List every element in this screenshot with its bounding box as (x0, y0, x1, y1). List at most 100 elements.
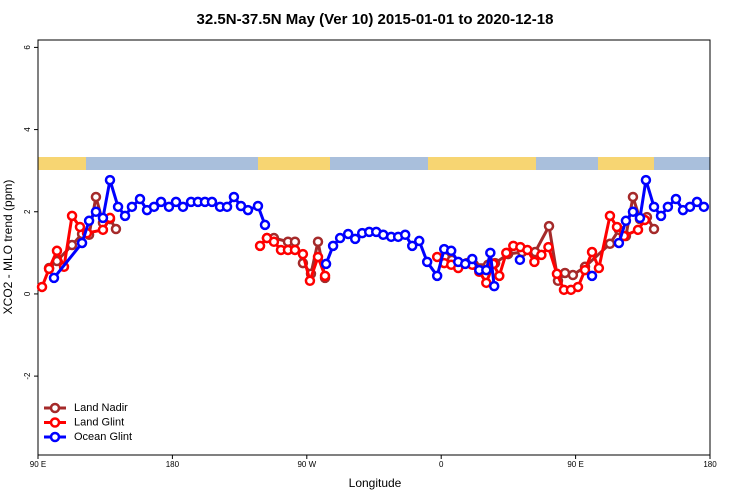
data-point (259, 219, 271, 231)
data-point (467, 253, 478, 265)
data-point (206, 196, 218, 208)
x-tick-label: 90 E (30, 460, 46, 469)
data-point (445, 245, 457, 257)
data-point (289, 244, 301, 256)
data-point (97, 212, 109, 224)
y-tick-label: 0 (23, 291, 32, 296)
data-point (488, 280, 500, 292)
data-point (459, 258, 471, 270)
data-point (543, 220, 555, 232)
data-point (254, 240, 266, 252)
data-point (268, 236, 280, 247)
legend-marker (49, 402, 61, 414)
land-ocean-strip (38, 157, 710, 170)
data-point (126, 201, 138, 213)
data-point (36, 281, 48, 293)
x-tick-label: 180 (166, 460, 180, 469)
data-point (90, 191, 102, 203)
data-point (119, 210, 131, 222)
data-point (593, 262, 605, 274)
data-point (148, 201, 160, 213)
data-point (74, 221, 86, 233)
y-tick-label: 6 (23, 45, 32, 50)
data-point (349, 233, 361, 245)
data-point (529, 256, 540, 268)
data-point (43, 263, 55, 275)
data-point (655, 210, 667, 222)
data-point (627, 206, 639, 218)
data-point (163, 201, 175, 213)
ocean-band (38, 157, 710, 170)
data-point (155, 196, 167, 208)
data-point (620, 215, 632, 227)
x-tick-label: 90 W (297, 460, 316, 469)
data-point (289, 236, 301, 247)
legend-marker (49, 417, 61, 428)
data-point (221, 201, 233, 213)
data-point (304, 275, 316, 287)
legend-label: Land Glint (74, 416, 124, 428)
data-point (177, 201, 189, 213)
data-point (611, 221, 623, 233)
x-axis-label: Longitude (349, 476, 402, 490)
data-point (51, 245, 63, 257)
data-point (481, 264, 492, 276)
data-point (110, 223, 122, 235)
data-point (90, 206, 102, 218)
data-point (586, 246, 598, 258)
data-point (320, 258, 332, 270)
x-tick-label: 180 (703, 460, 717, 469)
data-point (627, 191, 639, 203)
data-point (501, 247, 512, 259)
data-point (640, 174, 652, 186)
data-point (421, 256, 433, 268)
data-point (97, 224, 109, 236)
land-band (38, 157, 86, 170)
data-point (536, 249, 547, 261)
data-point (514, 254, 526, 266)
plot-frame (37, 39, 711, 456)
data-point (112, 201, 124, 213)
data-point (632, 224, 644, 236)
data-point (431, 270, 443, 282)
data-point (543, 241, 554, 253)
data-point (252, 200, 264, 212)
data-point (613, 237, 625, 249)
data-point (684, 201, 696, 213)
data-point (551, 268, 563, 280)
data-point (342, 228, 354, 240)
y-tick-label: 4 (23, 127, 32, 132)
data-point (522, 244, 533, 256)
data-point (579, 264, 591, 276)
data-point (228, 191, 240, 203)
data-point (104, 174, 116, 186)
land-band (598, 157, 654, 170)
data-point (572, 281, 584, 293)
legend-marker (49, 431, 61, 443)
data-point (319, 270, 331, 282)
data-point (485, 247, 496, 259)
data-point (406, 240, 418, 252)
data-point (399, 229, 411, 241)
chart-title: 32.5N-37.5N May (Ver 10) 2015-01-01 to 2… (197, 11, 554, 28)
data-point (48, 272, 60, 284)
data-point (170, 196, 182, 208)
data-point (76, 237, 88, 249)
legend-label: Land Nadir (74, 402, 128, 414)
data-point (66, 210, 78, 222)
x-tick-label: 0 (439, 460, 444, 469)
data-point (698, 201, 710, 213)
data-point (648, 223, 660, 235)
x-tick-label: 90 E (567, 460, 583, 469)
y-tick-label: 2 (23, 209, 32, 214)
y-axis-label: XCO2 - MLO trend (ppm) (1, 180, 15, 315)
data-point (662, 201, 674, 213)
data-point (242, 204, 254, 216)
data-point (670, 193, 682, 205)
data-point (134, 193, 146, 205)
data-point (604, 210, 616, 222)
data-point (494, 270, 505, 282)
data-point (334, 232, 346, 244)
data-point (586, 270, 598, 282)
